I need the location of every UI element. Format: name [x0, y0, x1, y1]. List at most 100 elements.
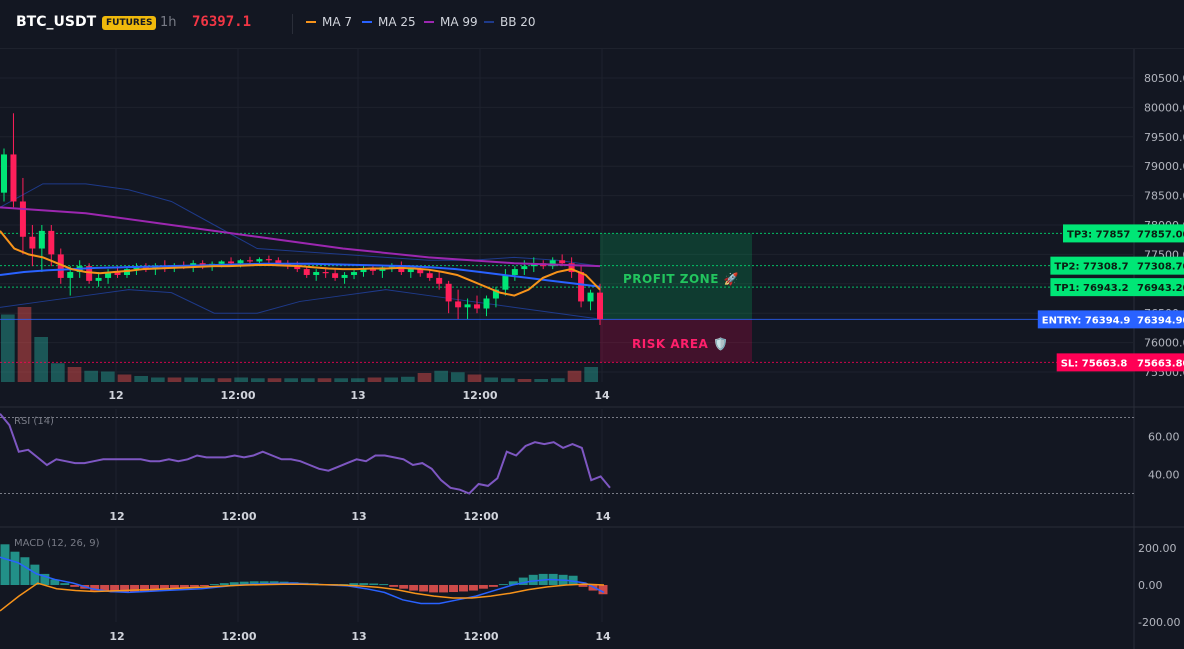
volume-bar — [417, 373, 432, 382]
volume-bar — [401, 376, 415, 382]
price-tick-label: 79500.00 — [1144, 131, 1184, 144]
macd-histogram-bar — [229, 582, 239, 585]
interval-label[interactable]: 1h — [160, 15, 177, 30]
symbol-name[interactable]: BTC_USDT — [16, 14, 97, 30]
macd-histogram-bar — [179, 585, 189, 588]
candle-body — [67, 272, 74, 278]
candle-body — [549, 260, 556, 267]
macd-histogram-bar — [389, 585, 399, 587]
candle-body — [294, 266, 301, 270]
macd-histogram-bar — [528, 574, 538, 585]
volume-bar — [384, 377, 398, 382]
pane-divider — [0, 526, 1184, 528]
time-tick-label: 12:00 — [220, 389, 255, 402]
candle-body — [19, 201, 26, 237]
axis-price-label: 75663.80 — [1137, 358, 1184, 369]
level-tag — [1050, 256, 1134, 275]
price-tick-label: 79000.00 — [1144, 160, 1184, 173]
macd-histogram-bar — [449, 585, 458, 593]
candle-body — [29, 236, 36, 249]
rsi-tick-label: 40.00 — [1148, 469, 1180, 482]
macd-line — [0, 556, 605, 605]
legend-ma7[interactable]: MA 7 — [306, 15, 352, 29]
legend-swatch-icon — [424, 21, 434, 23]
candle-body — [464, 304, 471, 308]
macd-histogram-bar — [140, 585, 150, 592]
candle-body — [483, 298, 490, 309]
macd-tick-label: 0.00 — [1138, 579, 1163, 592]
candle-body — [587, 292, 594, 302]
macd-histogram-bar — [379, 584, 389, 586]
macd-histogram-bar — [169, 585, 179, 589]
axis-price-label: 77308.70 — [1137, 262, 1184, 273]
volume-bar — [201, 378, 215, 382]
time-tick-label: 12:00 — [462, 389, 497, 402]
candle-body — [597, 292, 603, 320]
macd-histogram-bar — [70, 585, 80, 587]
legend-ma25[interactable]: MA 25 — [362, 15, 416, 29]
macd-histogram-bar — [120, 585, 130, 593]
candle-body — [492, 289, 499, 299]
level-tag — [1050, 278, 1134, 297]
macd-histogram-bar — [429, 585, 439, 593]
macd-histogram-bar — [150, 585, 159, 591]
volume-bar — [251, 378, 265, 382]
level-tag — [1063, 224, 1134, 243]
volume-bar — [501, 378, 515, 382]
candle-body — [105, 272, 112, 278]
time-tick-label: 12 — [109, 630, 124, 643]
level-tag-label: TP3: 77857 — [1067, 229, 1130, 240]
volume-bar — [217, 378, 232, 382]
candle-body — [1, 154, 7, 193]
ma7-line — [0, 230, 601, 297]
legend-ma99[interactable]: MA 99 — [424, 15, 478, 29]
macd-histogram-bar — [159, 585, 169, 590]
volume-bar — [17, 307, 32, 382]
profit-zone-label: PROFIT ZONE 🚀 — [623, 272, 739, 286]
macd-histogram-bar — [209, 584, 219, 586]
candle-body — [86, 266, 93, 281]
macd-histogram-bar — [60, 583, 70, 585]
futures-badge: FUTURES — [102, 16, 157, 30]
macd-histogram-bar — [369, 583, 379, 585]
level-tag-label: TP2: 77308.7 — [1054, 262, 1128, 273]
macd-histogram-bar — [90, 585, 100, 591]
volume-bar — [134, 376, 148, 382]
price-tick-label: 76000.00 — [1144, 337, 1184, 350]
legend-label: MA 99 — [440, 15, 478, 29]
axis-price-tag — [1134, 353, 1184, 372]
macd-histogram-bar — [20, 557, 30, 585]
macd-histogram-bar — [40, 573, 50, 585]
candle-body — [511, 269, 518, 275]
macd-histogram-bar — [130, 585, 140, 593]
level-tag — [1037, 310, 1134, 329]
chart-header: BTC_USDT FUTURES 1h 76397.1 MA 7 MA 25 M… — [0, 0, 1184, 49]
bb-lower-line — [0, 289, 601, 320]
candle-body — [360, 269, 367, 273]
candle-body — [218, 261, 225, 264]
legend-bb20[interactable]: BB 20 — [484, 15, 536, 29]
volume-bar — [284, 378, 298, 382]
volume-bar — [301, 378, 315, 382]
candle-body — [275, 260, 282, 264]
level-tag — [1056, 353, 1134, 372]
macd-histogram-bar — [439, 585, 449, 593]
candle-body — [48, 230, 55, 255]
candle-body — [474, 304, 481, 309]
volume-bar — [567, 370, 582, 382]
macd-histogram-bar — [568, 575, 578, 585]
legend-label: MA 25 — [378, 15, 416, 29]
macd-histogram-bar — [419, 585, 429, 592]
axis-price-label: 76943.20 — [1137, 283, 1184, 294]
axis-price-tag — [1134, 256, 1184, 275]
candle-body — [313, 272, 320, 275]
axis-price-label: 76394.90 — [1137, 315, 1184, 326]
macd-histogram-bar — [468, 585, 478, 591]
signal-line — [0, 582, 605, 612]
candle-body — [455, 301, 462, 308]
candle-body — [95, 277, 102, 281]
macd-histogram-bar — [100, 585, 110, 592]
volume-bar — [151, 377, 165, 382]
legend-label: MA 7 — [322, 15, 353, 29]
